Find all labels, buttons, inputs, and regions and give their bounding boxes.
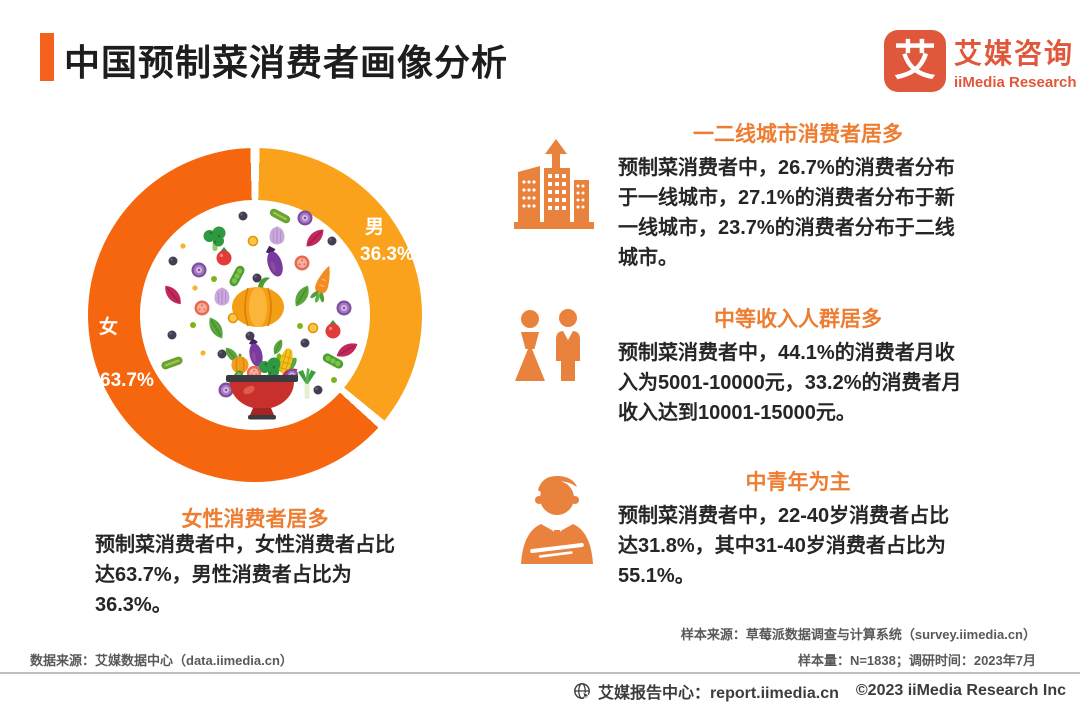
section-income-heading: 中等收入人群居多 bbox=[714, 308, 882, 331]
donut-value-male: 36.3% bbox=[360, 244, 414, 265]
sample-source-right: 样本来源：草莓派数据调查与计算系统（survey.iimedia.cn） 样本量… bbox=[681, 622, 1036, 674]
title-accent-bar bbox=[40, 33, 54, 81]
gender-section-body: 预制菜消费者中，女性消费者占比 达63.7%，男性消费者占比为 36.3%。 bbox=[95, 534, 395, 616]
globe-icon bbox=[574, 683, 591, 700]
iimedia-logo-icon: 艾 bbox=[884, 30, 946, 92]
logo-name-cn: 艾媒咨询 bbox=[954, 37, 1075, 69]
donut-value-female: 63.7% bbox=[100, 370, 154, 391]
section-cities-heading: 一二线城市消费者居多 bbox=[693, 123, 903, 146]
section-age-heading: 中青年为主 bbox=[745, 471, 851, 494]
section-age-body: 预制菜消费者中，22-40岁消费者占比 达31.8%，其中31-40岁消费者占比… bbox=[618, 505, 950, 587]
gender-donut-chart: 男 36.3% 女 63.7% bbox=[88, 148, 422, 482]
page-title: 中国预制菜消费者画像分析 bbox=[64, 42, 509, 83]
city-buildings-icon bbox=[514, 138, 594, 235]
footer: 艾媒报告中心：report.iimedia.cn ©2023 iiMedia R… bbox=[573, 679, 1066, 702]
footer-report-center: 艾媒报告中心：report.iimedia.cn bbox=[597, 685, 839, 702]
logo-name-en: iiMedia Research bbox=[954, 73, 1077, 91]
footer-divider bbox=[0, 672, 1080, 674]
vegetables-bowl-illustration bbox=[160, 207, 361, 420]
section-income-text: 中等收入人群居多 预制菜消费者中，44.1%的消费者月收 入为5001-1000… bbox=[618, 303, 978, 428]
donut-label-male: 男 bbox=[365, 217, 385, 238]
logo-glyph: 艾 bbox=[893, 37, 936, 84]
data-source-left: 数据来源：艾媒数据中心（data.iimedia.cn） bbox=[30, 653, 293, 668]
donut-label-female: 女 bbox=[99, 317, 119, 338]
donut-center bbox=[140, 200, 370, 430]
logo-text: 艾媒咨询 iiMedia Research bbox=[954, 32, 1077, 91]
section-income-body: 预制菜消费者中，44.1%的消费者月收 入为5001-10000元，33.2%的… bbox=[618, 342, 962, 424]
income-people-icon bbox=[514, 307, 588, 400]
businessman-icon bbox=[514, 472, 596, 569]
sample-source-line2: 样本量：N=1838；调研时间：2023年7月 bbox=[797, 653, 1036, 668]
footer-copyright: ©2023 iiMedia Research Inc bbox=[855, 682, 1066, 699]
iimedia-logo: 艾 艾媒咨询 iiMedia Research bbox=[884, 30, 1077, 92]
section-cities-text: 一二线城市消费者居多 预制菜消费者中，26.7%的消费者分布 于一线城市，27.… bbox=[618, 118, 978, 273]
section-cities-body: 预制菜消费者中，26.7%的消费者分布 于一线城市，27.1%的消费者分布于新 … bbox=[618, 157, 955, 269]
section-age-text: 中青年为主 预制菜消费者中，22-40岁消费者占比 达31.8%，其中31-40… bbox=[618, 466, 978, 591]
sample-source-line1: 样本来源：草莓派数据调查与计算系统（survey.iimedia.cn） bbox=[680, 627, 1036, 642]
gender-section-heading: 女性消费者居多 bbox=[181, 508, 329, 531]
